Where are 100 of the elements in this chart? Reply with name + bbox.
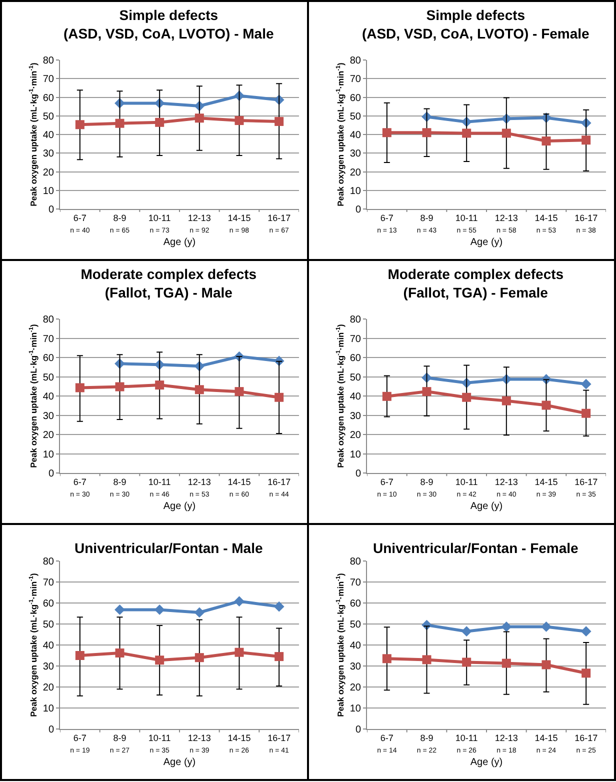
y-tick-label: 0: [355, 724, 362, 736]
y-tick-label: 60: [350, 598, 362, 610]
point: [75, 651, 84, 660]
chart-title: Simple defects (ASD, VSD, CoA, LVOTO) - Male: [64, 7, 274, 42]
point: [502, 128, 511, 138]
y-tick-label: 20: [42, 682, 54, 694]
point: [542, 136, 551, 146]
y-tick-label: 30: [42, 148, 54, 160]
y-tick-label: 70: [350, 578, 362, 588]
y-tick-label: 0: [48, 724, 54, 736]
point: [422, 655, 432, 664]
y-tick-label: 10: [350, 186, 362, 197]
y-tick-label: 60: [350, 353, 362, 364]
point: [194, 114, 204, 123]
y-tick-label: 30: [42, 410, 54, 422]
y-tick-label: 60: [42, 598, 54, 610]
y-tick-label: 0: [48, 468, 54, 480]
y-tick-label: 80: [42, 556, 54, 568]
y-tick-label: 70: [42, 578, 54, 588]
y-tick-label: 30: [350, 662, 362, 672]
point: [462, 658, 472, 667]
point: [422, 387, 432, 396]
point: [542, 660, 551, 670]
y-tick-label: 50: [350, 111, 362, 122]
y-tick-label: 20: [350, 682, 362, 694]
y-tick-label: 80: [350, 314, 362, 326]
point: [75, 120, 84, 130]
y-tick-label: 40: [42, 130, 54, 141]
point: [234, 387, 244, 396]
point: [114, 604, 125, 615]
x-axis-title: Age (y): [163, 237, 196, 248]
y-tick-label: 40: [42, 640, 54, 652]
point: [582, 136, 591, 145]
point: [75, 383, 84, 392]
point: [155, 380, 164, 390]
point: [234, 116, 244, 126]
y-tick-label: 50: [42, 111, 54, 122]
y-tick-label: 0: [48, 204, 54, 216]
y-tick-label: 20: [42, 430, 54, 441]
point: [582, 408, 591, 418]
point: [462, 392, 472, 402]
y-tick-label: 70: [42, 74, 54, 86]
point: [194, 653, 204, 662]
point: [234, 648, 244, 657]
point: [382, 392, 392, 401]
y-tick-label: 30: [350, 148, 362, 160]
point: [274, 601, 284, 612]
point: [580, 626, 592, 637]
point: [194, 607, 205, 618]
y-tick-label: 10: [42, 704, 54, 714]
x-axis-title: Age (y): [163, 501, 196, 512]
point: [541, 622, 552, 632]
point: [155, 656, 164, 665]
chart-title: Univentricular/Fontan - Male: [74, 540, 263, 556]
point: [422, 128, 432, 138]
point: [115, 118, 124, 128]
point: [502, 396, 511, 406]
y-tick-label: 10: [350, 449, 362, 460]
y-tick-label: 50: [350, 372, 362, 384]
y-tick-label: 60: [42, 353, 54, 364]
point: [154, 604, 165, 615]
x-axis-title: Age (y): [163, 757, 196, 768]
point: [462, 128, 472, 138]
y-tick-label: 10: [42, 449, 54, 460]
chart-title: Simple defects (ASD, VSD, CoA, LVOTO) - Female: [362, 7, 590, 42]
y-tick-label: 20: [350, 430, 362, 441]
y-tick-label: 80: [350, 56, 362, 66]
point: [115, 382, 124, 392]
y-tick-label: 50: [42, 620, 54, 630]
x-axis-title: Age (y): [470, 237, 503, 248]
point: [274, 116, 284, 126]
y-tick-label: 50: [42, 372, 54, 384]
y-tick-label: 30: [42, 662, 54, 672]
point: [461, 626, 472, 637]
y-tick-label: 0: [355, 204, 362, 216]
point: [502, 658, 511, 668]
y-tick-label: 30: [350, 410, 362, 422]
x-axis-title: Age (y): [470, 501, 503, 512]
point: [501, 622, 512, 632]
chart-title: Moderate complex defects (Fallot, TGA) - Female: [388, 266, 564, 300]
y-tick-label: 70: [350, 74, 362, 86]
point: [274, 392, 284, 402]
chart-title: Moderate complex defects (Fallot, TGA) - Male: [80, 266, 257, 300]
y-tick-label: 10: [350, 704, 362, 714]
y-tick-label: 40: [350, 130, 362, 141]
y-tick-label: 20: [350, 167, 362, 178]
point: [580, 378, 592, 390]
y-tick-label: 80: [42, 56, 54, 66]
point: [382, 654, 392, 664]
point: [542, 400, 551, 410]
y-tick-label: 60: [42, 92, 54, 104]
chart-title: Univentricular/Fontan - Female: [372, 540, 579, 556]
y-tick-label: 40: [350, 392, 362, 402]
y-tick-label: 50: [350, 620, 362, 630]
y-tick-label: 0: [355, 468, 362, 480]
point: [194, 385, 204, 394]
y-tick-label: 80: [350, 556, 362, 568]
point: [115, 648, 124, 658]
y-tick-label: 40: [42, 392, 54, 402]
y-tick-label: 40: [350, 640, 362, 652]
